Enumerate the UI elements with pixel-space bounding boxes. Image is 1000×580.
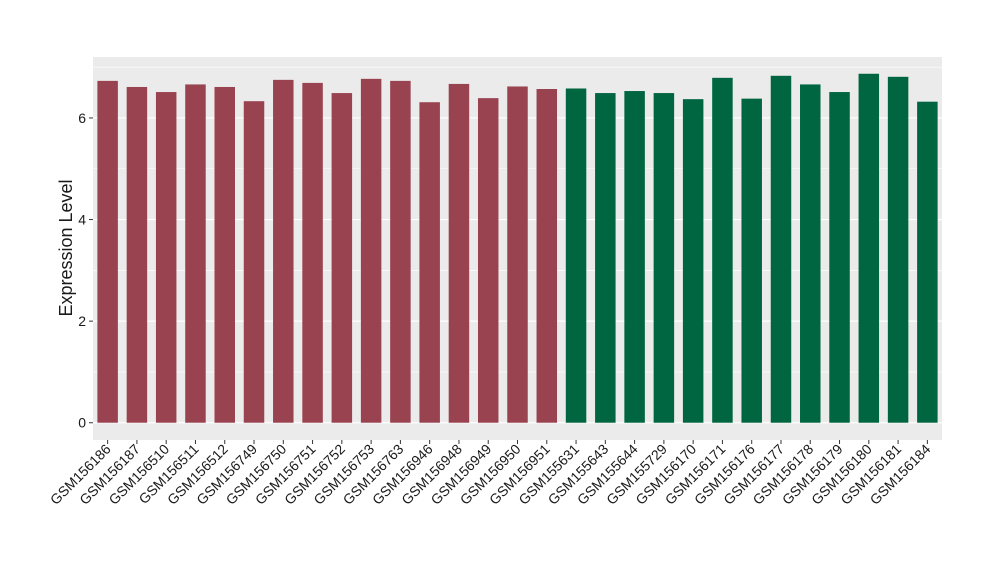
bar xyxy=(155,92,177,423)
y-tick-label: 2 xyxy=(78,313,86,329)
bar xyxy=(390,80,411,423)
bar xyxy=(653,93,675,423)
bar xyxy=(185,84,206,423)
bar xyxy=(887,76,909,423)
bar xyxy=(419,102,440,423)
bar xyxy=(712,77,733,423)
bar xyxy=(770,75,792,423)
bar xyxy=(97,80,118,423)
bar xyxy=(243,101,265,423)
bar xyxy=(448,83,470,423)
bar xyxy=(214,86,235,423)
bar xyxy=(507,86,528,423)
bar xyxy=(595,93,616,423)
y-axis-label: Expression Level xyxy=(56,179,76,316)
bar xyxy=(741,98,762,423)
bar xyxy=(624,91,645,423)
y-tick-label: 4 xyxy=(78,212,86,228)
y-tick-label: 0 xyxy=(78,415,86,431)
bar xyxy=(917,101,938,423)
bar xyxy=(800,84,821,423)
bar xyxy=(565,88,587,423)
bar xyxy=(360,78,382,423)
bar xyxy=(477,98,499,423)
bar xyxy=(682,99,704,423)
bar xyxy=(536,89,558,423)
bar xyxy=(302,82,323,423)
bar xyxy=(273,79,294,423)
bar xyxy=(126,86,148,423)
bar xyxy=(829,92,850,423)
y-tick-label: 6 xyxy=(78,110,86,126)
bar xyxy=(331,93,353,423)
bar xyxy=(858,73,880,423)
